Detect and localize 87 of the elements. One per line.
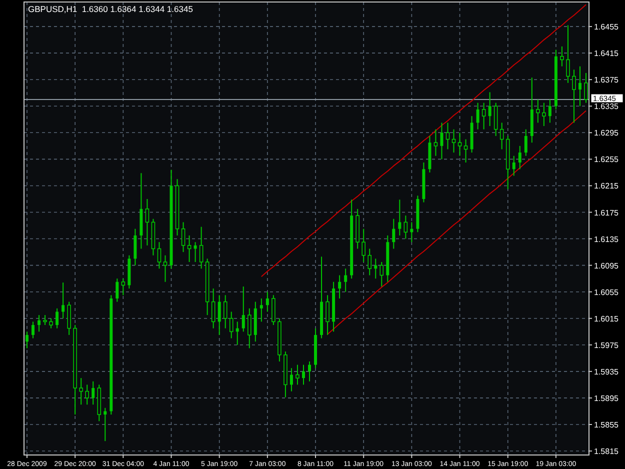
candlestick: [62, 282, 65, 319]
candlestick: [296, 364, 300, 386]
y-tick-label: 1.6255: [594, 155, 620, 164]
candlestick: [524, 128, 528, 156]
candlestick: [163, 254, 168, 282]
candlestick: [157, 242, 162, 270]
candlestick: [464, 138, 468, 164]
y-tick-label: 1.5895: [594, 394, 620, 403]
candlestick: [56, 308, 59, 329]
candlestick: [398, 199, 402, 236]
candlestick: [290, 368, 293, 392]
candlestick: [32, 321, 35, 339]
candlestick: [79, 378, 83, 406]
y-tick-label: 1.6015: [594, 314, 620, 324]
y-tick-label: 1.6295: [594, 128, 620, 138]
candlestick: [302, 364, 305, 386]
candlestick: [404, 215, 408, 240]
candlestick: [38, 314, 41, 332]
candlestick: [116, 278, 119, 302]
candlestick: [518, 145, 522, 170]
y-tick-label: 1.6415: [594, 49, 620, 58]
candlestick: [368, 248, 372, 276]
candlestick: [440, 122, 444, 160]
y-tick-label: 1.5855: [594, 420, 620, 430]
line-series: [260, 4, 586, 278]
candlestick: [121, 278, 126, 296]
candlestick: [218, 294, 221, 336]
candlestick: [104, 407, 107, 442]
candlestick: [145, 198, 150, 246]
y-tick-label: 1.6215: [594, 182, 620, 191]
candlestick: [476, 102, 480, 130]
candlestick: [326, 294, 330, 336]
candlestick: [308, 360, 312, 382]
candlestick: [236, 321, 239, 346]
candlestick: [452, 128, 456, 154]
candlestick: [242, 286, 245, 332]
candlestick: [536, 99, 540, 124]
candlestick: [410, 222, 414, 243]
candlestick: [85, 384, 90, 406]
y-tick-label: 1.6055: [594, 288, 620, 297]
candlestick: [272, 294, 276, 326]
candlestick: [223, 294, 228, 329]
y-tick-label: 1.5815: [594, 447, 620, 456]
candlestick: [187, 234, 192, 262]
candlestick: [548, 99, 552, 124]
candlestick: [560, 46, 564, 67]
candlestick: [194, 242, 197, 262]
candlestick: [512, 155, 516, 176]
candlestick: [338, 274, 342, 299]
y-tick-label: 1.5935: [594, 367, 620, 376]
candlestick: [572, 69, 576, 124]
candlestick: [494, 102, 498, 136]
candlestick: [578, 66, 582, 107]
y-tick-label: 1.6375: [594, 76, 620, 85]
candlestick: [26, 331, 29, 349]
candlestick: [260, 298, 263, 322]
candlestick: [344, 268, 348, 292]
candlestick: [229, 311, 234, 339]
y-tick-label: 1.5975: [594, 340, 620, 350]
candlestick: [434, 128, 438, 156]
y-tick-label: 1.6095: [594, 261, 620, 270]
line-series: [327, 110, 586, 335]
candlestick: [266, 291, 269, 312]
candlestick: [488, 92, 492, 127]
candlestick: [362, 228, 366, 262]
candlestick: [134, 228, 137, 266]
candlestick: [248, 308, 252, 349]
candlestick: [392, 218, 396, 250]
candlestick: [482, 102, 486, 130]
candlestick: [199, 226, 204, 270]
candlestick: [181, 222, 186, 253]
candlestick: [43, 314, 47, 326]
candlestick: [380, 261, 384, 288]
candlestick: [92, 380, 95, 406]
candlestick: [542, 102, 546, 127]
y-tick-label: 1.6175: [594, 208, 620, 218]
candlestick: [500, 122, 504, 150]
y-tick-label: 1.6135: [594, 234, 620, 244]
candlestick: [49, 318, 53, 329]
chart-title: GBPUSD,H1 1.6360 1.6364 1.6344 1.6345: [28, 4, 194, 14]
y-tick-label: 1.6455: [594, 22, 620, 32]
candlestick: [374, 258, 378, 280]
candlestick: [566, 24, 570, 84]
y-tick-label: 1.6335: [594, 102, 620, 112]
candlestick: [67, 301, 71, 336]
candlestick: [211, 288, 216, 329]
candlestick: [458, 132, 462, 156]
